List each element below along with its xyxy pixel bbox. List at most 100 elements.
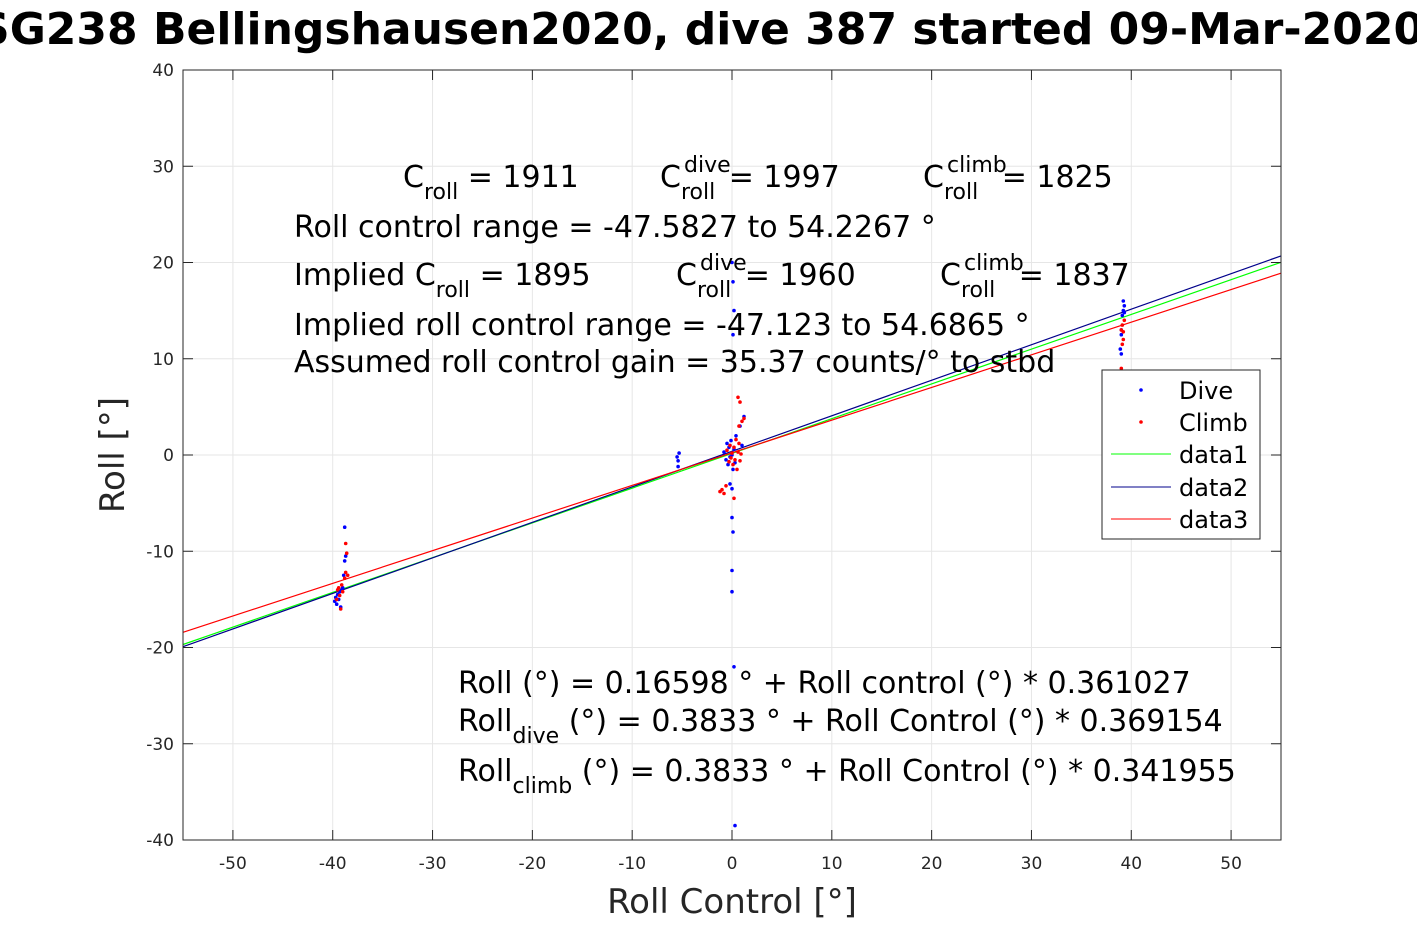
annotation-implied-c-roll-climb-sup: climb bbox=[964, 251, 1024, 276]
point-dive bbox=[341, 573, 346, 578]
point-climb bbox=[1120, 323, 1125, 327]
point-dive bbox=[1119, 332, 1124, 337]
x-tick-label: 30 bbox=[1021, 854, 1043, 874]
legend-label-dive: Dive bbox=[1179, 377, 1233, 405]
legend-label-data2: data2 bbox=[1179, 474, 1248, 502]
y-tick-label: -30 bbox=[146, 735, 174, 755]
point-climb bbox=[732, 445, 736, 450]
point-climb bbox=[337, 593, 342, 598]
point-climb bbox=[720, 487, 724, 492]
point-climb bbox=[724, 484, 728, 488]
legend-label-data3: data3 bbox=[1179, 506, 1248, 534]
point-dive bbox=[732, 665, 736, 669]
point-climb bbox=[343, 570, 348, 575]
point-dive bbox=[1122, 304, 1127, 308]
y-axis-label: Roll [°] bbox=[93, 397, 133, 513]
legend-label-climb: Climb bbox=[1179, 409, 1248, 437]
point-dive bbox=[734, 434, 738, 438]
point-dive bbox=[732, 308, 736, 313]
point-dive bbox=[1120, 313, 1125, 318]
point-dive bbox=[722, 450, 726, 454]
annotation-implied-range: Implied roll control range = -47.123 to … bbox=[294, 308, 1030, 343]
x-tick-label: -50 bbox=[219, 854, 247, 874]
annotation-fit-climb: Rollclimb (°) = 0.3833 ° + Roll Control … bbox=[458, 754, 1236, 799]
point-climb bbox=[342, 576, 347, 580]
point-climb bbox=[340, 589, 345, 594]
point-climb bbox=[738, 400, 742, 404]
point-climb bbox=[739, 452, 743, 456]
point-climb bbox=[735, 467, 739, 472]
data-points bbox=[332, 260, 1127, 828]
point-climb bbox=[731, 462, 735, 467]
point-dive bbox=[676, 459, 680, 463]
annotation-implied-c-roll: Implied Croll = 1895 bbox=[294, 258, 591, 303]
x-tick-label: -10 bbox=[618, 854, 646, 874]
point-dive bbox=[725, 441, 729, 446]
annotation-c-roll-dive-sup: dive bbox=[684, 153, 731, 178]
y-tick-label: 0 bbox=[163, 446, 174, 466]
x-tick-label: -30 bbox=[419, 854, 447, 874]
point-climb bbox=[740, 419, 744, 424]
x-tick-label: 10 bbox=[821, 854, 843, 874]
point-dive bbox=[1122, 310, 1127, 315]
point-climb bbox=[334, 597, 339, 602]
point-climb bbox=[1122, 318, 1127, 323]
axis-ticks: -50 -40 -30 -20 -10 0 10 20 30 40 50 -40 -30 -20 -10 0 1… bbox=[146, 61, 1281, 874]
point-dive bbox=[1119, 352, 1124, 356]
point-dive bbox=[342, 525, 347, 529]
point-dive bbox=[342, 559, 347, 563]
point-dive bbox=[730, 260, 734, 265]
annotation-c-roll: Croll = 1911 bbox=[403, 160, 579, 205]
y-tick-label: 30 bbox=[152, 157, 174, 177]
point-climb bbox=[734, 437, 738, 442]
point-climb bbox=[738, 459, 742, 463]
point-dive bbox=[675, 455, 679, 459]
point-climb bbox=[736, 450, 740, 454]
x-tick-label: 0 bbox=[727, 854, 738, 874]
point-dive bbox=[334, 602, 339, 606]
point-climb bbox=[729, 456, 733, 460]
annotation-implied-c-roll-dive-sup: dive bbox=[700, 251, 747, 276]
point-climb bbox=[732, 496, 736, 501]
point-climb bbox=[338, 607, 343, 611]
annotation-implied-c-roll-dive: Croll = 1960 bbox=[676, 258, 856, 303]
annotation-c-roll-climb: Croll = 1825 bbox=[923, 160, 1113, 205]
point-climb bbox=[730, 451, 734, 455]
point-dive bbox=[340, 586, 345, 590]
point-dive bbox=[730, 486, 734, 491]
annotation-fit-all: Roll (°) = 0.16598 ° + Roll control (°) … bbox=[458, 666, 1191, 701]
point-climb bbox=[343, 541, 348, 546]
point-dive bbox=[1118, 347, 1123, 351]
y-tick-label: -20 bbox=[146, 639, 174, 659]
point-dive bbox=[726, 462, 730, 467]
legend-label-data1: data1 bbox=[1179, 441, 1248, 469]
point-dive bbox=[724, 458, 728, 462]
legend: Dive Climb data1 data2 data3 bbox=[1101, 369, 1261, 540]
point-climb bbox=[722, 491, 726, 496]
point-dive bbox=[740, 443, 744, 448]
point-dive bbox=[676, 464, 680, 469]
y-tick-label: 10 bbox=[152, 350, 174, 370]
point-dive bbox=[733, 823, 737, 828]
point-climb bbox=[345, 573, 350, 578]
x-tick-label: 20 bbox=[921, 854, 943, 874]
point-dive bbox=[731, 530, 735, 534]
x-axis-label: Roll Control [°] bbox=[607, 882, 857, 922]
annotation-implied-c-roll-climb: Croll = 1837 bbox=[940, 258, 1130, 303]
point-dive bbox=[730, 589, 734, 594]
point-dive bbox=[343, 554, 348, 558]
annotation-range: Roll control range = -47.5827 to 54.2267… bbox=[294, 210, 936, 245]
point-climb bbox=[339, 583, 344, 587]
point-dive bbox=[729, 438, 733, 443]
annotation-gain: Assumed roll control gain = 35.37 counts… bbox=[294, 345, 1055, 380]
point-climb bbox=[736, 395, 740, 400]
point-climb bbox=[742, 416, 746, 421]
legend-marker-dive bbox=[1139, 388, 1143, 392]
point-climb bbox=[725, 448, 729, 453]
x-tick-label: 50 bbox=[1220, 854, 1242, 874]
annotation-c-roll-dive: Croll = 1997 bbox=[660, 160, 840, 205]
y-tick-label: 20 bbox=[152, 254, 174, 274]
point-climb bbox=[1121, 330, 1126, 334]
